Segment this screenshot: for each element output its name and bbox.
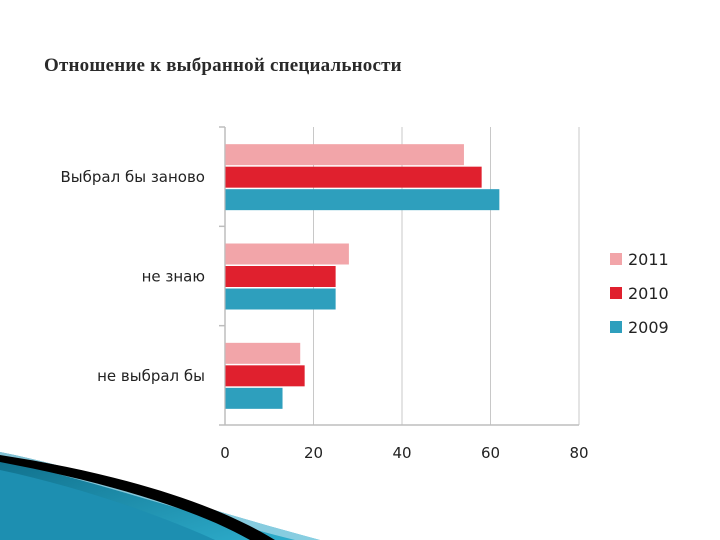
legend-swatch-2009	[610, 321, 622, 333]
legend-swatch-2011	[610, 253, 622, 265]
category-label: не знаю	[142, 268, 205, 286]
x-tick-label: 40	[392, 444, 411, 462]
bar-2011	[225, 342, 301, 364]
bars	[225, 144, 500, 409]
axes	[219, 126, 579, 426]
x-tick-label: 0	[220, 444, 230, 462]
legend: 2011 2010 2009	[610, 250, 669, 337]
category-label: не выбрал бы	[97, 367, 205, 385]
x-tick-label: 20	[304, 444, 323, 462]
legend-label: 2010	[628, 284, 669, 303]
bar-2010	[225, 166, 482, 188]
category-label: Выбрал бы заново	[61, 168, 206, 186]
legend-label: 2011	[628, 250, 669, 269]
bar-2010	[225, 365, 305, 387]
bar-2009	[225, 288, 336, 310]
bar-2011	[225, 144, 464, 166]
x-tick-label: 60	[481, 444, 500, 462]
bar-2010	[225, 266, 336, 287]
legend-label: 2009	[628, 318, 669, 337]
slide-title: Отношение к выбранной специальности	[44, 55, 402, 76]
x-tick-label: 80	[569, 444, 588, 462]
bar-2009	[225, 189, 500, 211]
axis-labels: 0 20 40 60 80 Выбрал бы заново не знаю не выбра…	[61, 168, 589, 462]
bar-2011	[225, 243, 349, 265]
legend-swatch-2010	[610, 287, 622, 299]
bar-2009	[225, 387, 283, 409]
